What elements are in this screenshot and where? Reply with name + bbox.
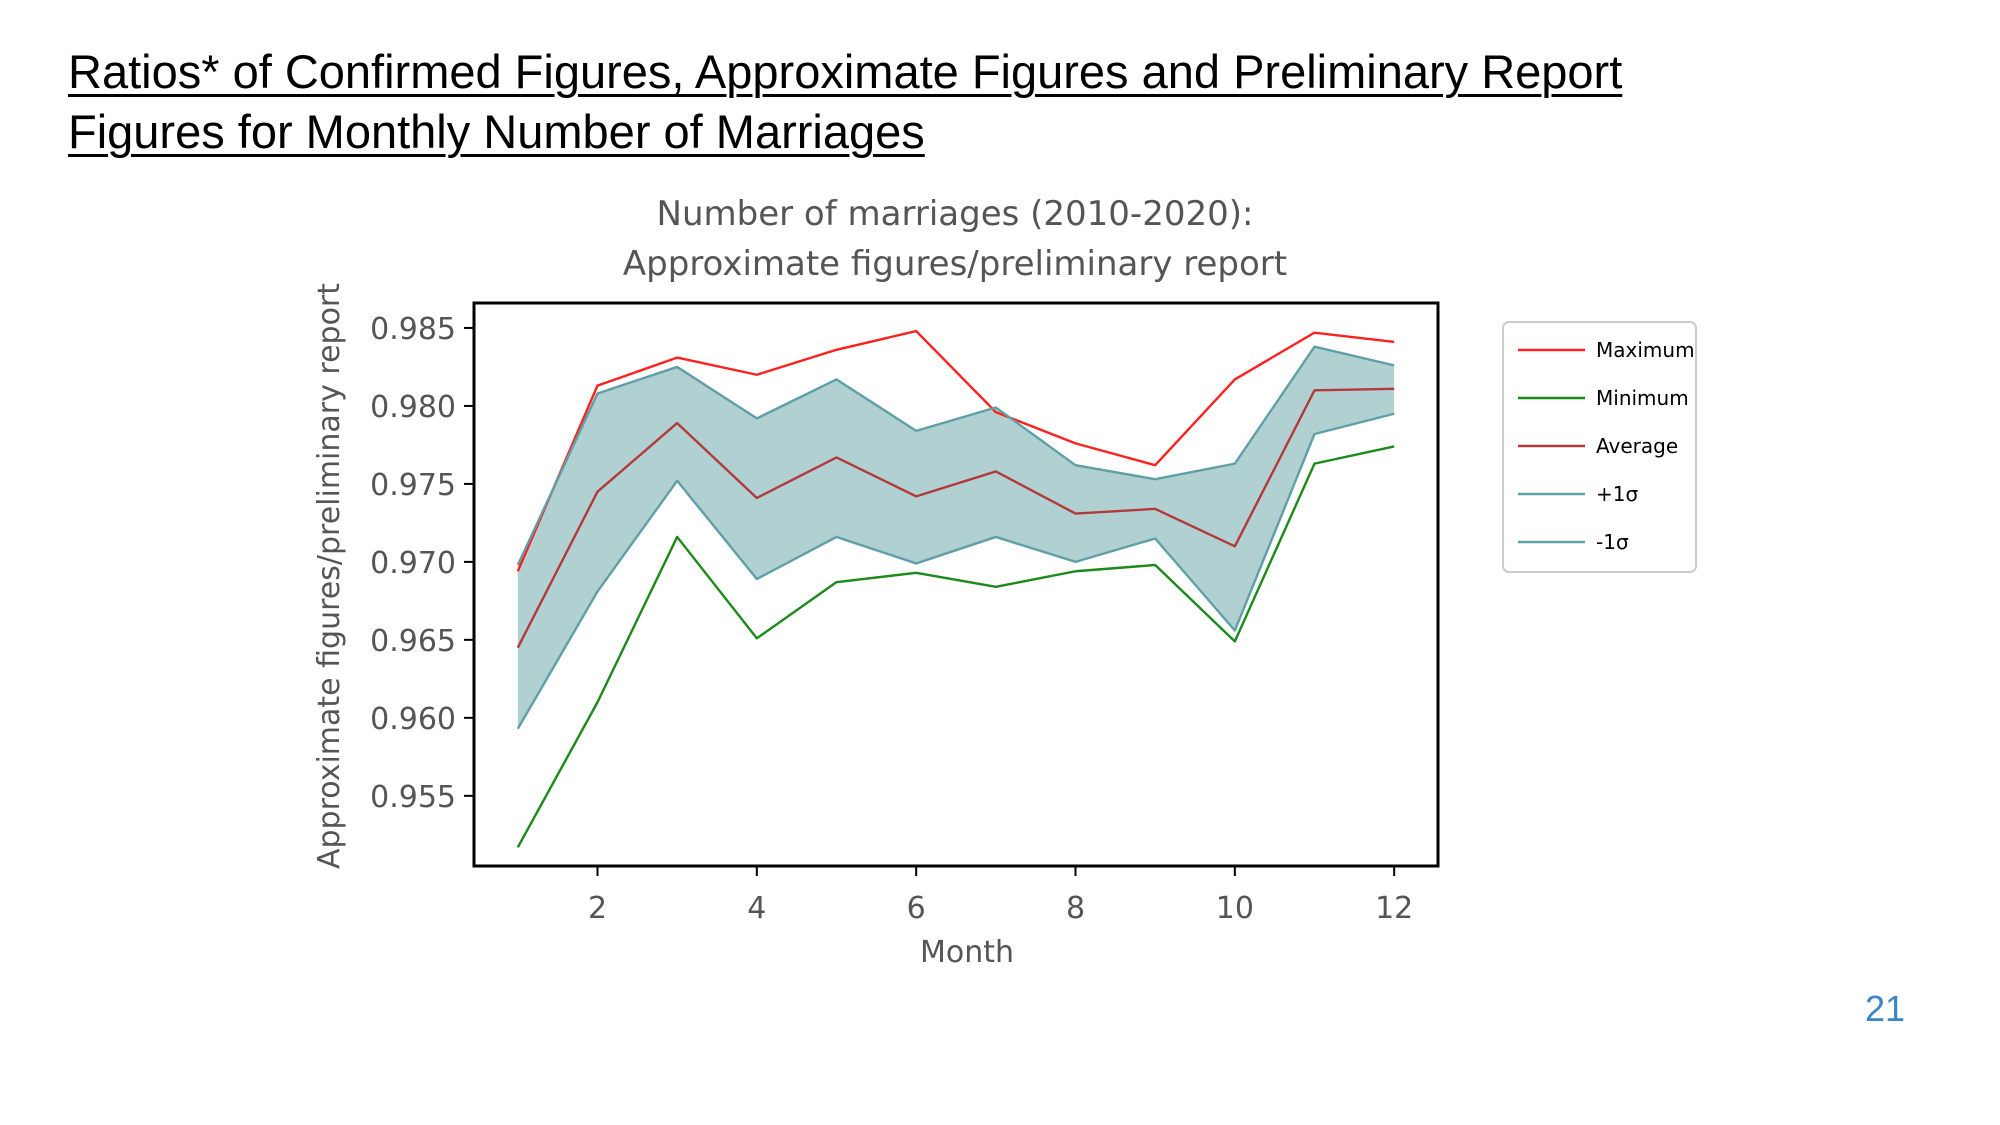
slide-title: Ratios* of Confirmed Figures, Approximat…	[68, 42, 1868, 162]
x-axis: 2 4 6 8 10 12	[588, 866, 1413, 926]
x-tick-label: 6	[907, 891, 926, 926]
legend-label: -1σ	[1596, 530, 1629, 554]
y-tick-label: 0.970	[370, 546, 456, 581]
legend-label: Average	[1596, 434, 1678, 458]
y-tick-label: 0.975	[370, 468, 456, 503]
sigma-band	[517, 346, 1395, 729]
legend-label: Minimum	[1596, 386, 1689, 410]
slide-title-line-2: Figures for Monthly Number of Marriages	[68, 105, 925, 158]
x-tick-label: 12	[1375, 891, 1413, 926]
y-tick-label: 0.985	[370, 312, 456, 347]
legend-label: +1σ	[1596, 482, 1638, 506]
y-tick-label: 0.965	[370, 624, 456, 659]
series-line-minus-1-sigma	[516, 412, 1395, 730]
y-tick-label: 0.960	[370, 702, 456, 737]
x-tick-label: 8	[1066, 891, 1085, 926]
series-line-plus-1-sigma	[516, 345, 1395, 566]
page-number: 21	[1864, 988, 1905, 1029]
legend-box	[1502, 321, 1697, 573]
plot-area	[516, 329, 1395, 848]
y-tick-label: 0.980	[370, 390, 456, 425]
x-tick-label: 10	[1216, 891, 1254, 926]
x-axis-label: Month	[920, 935, 1014, 970]
y-tick-label: 0.955	[370, 780, 456, 815]
series-line-average	[516, 387, 1395, 649]
chart-title-line-2: Approximate figures/preliminary report	[623, 244, 1287, 284]
y-axis: 0.955 0.960 0.965 0.970 0.975 0.980 0.985	[370, 312, 474, 815]
plot-frame	[472, 301, 1440, 868]
x-tick-label: 2	[588, 891, 607, 926]
series-line-maximum	[516, 329, 1395, 572]
legend-label: Maximum	[1596, 338, 1695, 362]
slide-title-line-1: Ratios* of Confirmed Figures, Approximat…	[68, 45, 1623, 98]
legend: Maximum Minimum Average +1σ -1σ	[1502, 321, 1697, 573]
x-tick-label: 4	[747, 891, 766, 926]
series-line-minimum	[516, 445, 1395, 848]
chart-title-line-1: Number of marriages (2010-2020):	[657, 194, 1254, 234]
y-axis-label: Approximate figures/preliminary report	[312, 283, 347, 869]
